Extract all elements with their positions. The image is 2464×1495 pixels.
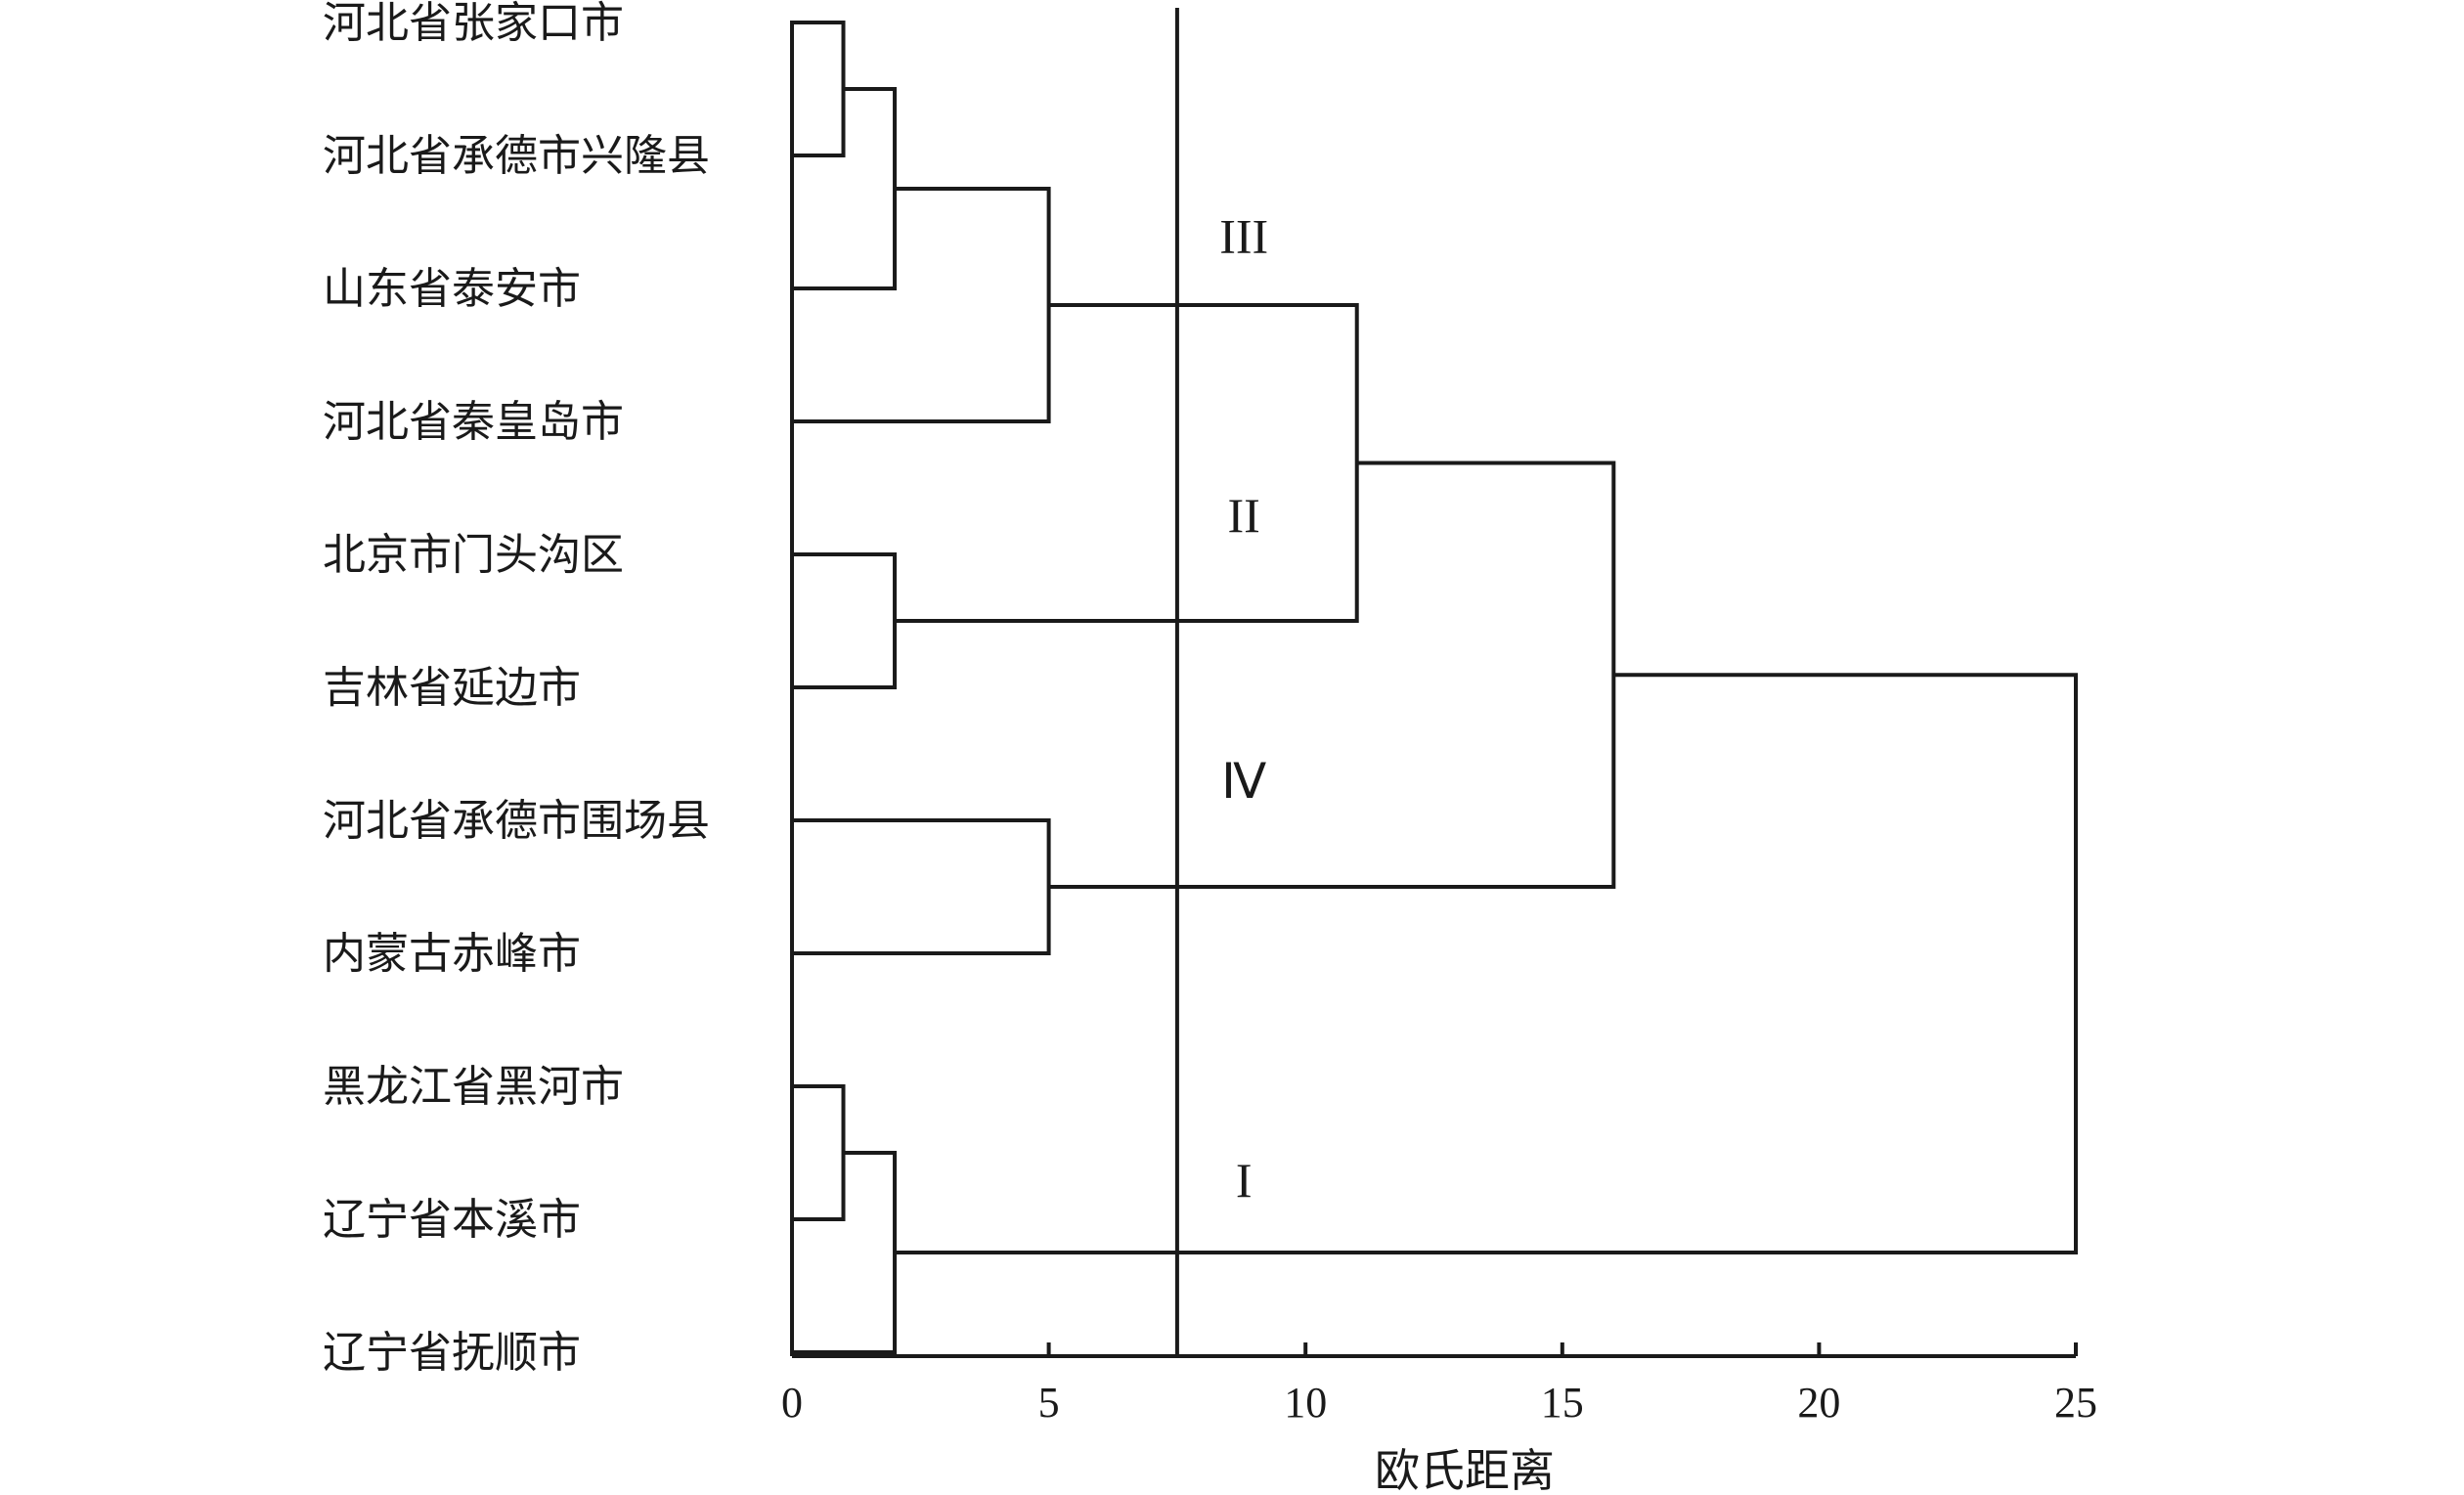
x-tick-label: 20 xyxy=(1797,1379,1840,1427)
x-axis: 0 5 10 15 20 25 xyxy=(781,1342,2097,1427)
x-tick-label: 15 xyxy=(1541,1379,1584,1427)
x-tick-label: 5 xyxy=(1038,1379,1060,1427)
cluster-label: I xyxy=(1236,1153,1253,1208)
merge-link xyxy=(792,187,1051,423)
x-axis-title: 欧氏距离 xyxy=(1375,1444,1555,1495)
merge-link xyxy=(792,552,898,689)
leaf-labels: 河北省张家口市河北省承德市兴隆县山东省泰安市河北省秦皇岛市北京市门头沟区吉林省延… xyxy=(323,0,710,1378)
leaf-label: 河北省张家口市 xyxy=(323,0,624,48)
merge-link xyxy=(792,818,1051,955)
leaf-label: 河北省秦皇岛市 xyxy=(323,397,624,447)
leaf-label: 吉林省延边市 xyxy=(323,663,581,713)
x-tick-label: 25 xyxy=(2054,1379,2097,1427)
leaf-label: 黑龙江省黑河市 xyxy=(323,1062,624,1112)
merge-link xyxy=(792,1084,846,1221)
cluster-label: Ⅳ xyxy=(1221,754,1266,809)
leaf-label: 北京市门头沟区 xyxy=(323,530,624,580)
merge-link xyxy=(792,21,846,157)
merge-link xyxy=(895,673,2078,1254)
x-tick-label: 10 xyxy=(1284,1379,1327,1427)
merge-link xyxy=(895,303,1359,623)
leaf-label: 辽宁省抚顺市 xyxy=(323,1328,581,1378)
leaf-label: 山东省泰安市 xyxy=(323,264,581,314)
cluster-label: III xyxy=(1219,209,1268,264)
merge-link xyxy=(1048,461,1616,889)
leaf-label: 辽宁省本溪市 xyxy=(323,1195,581,1245)
leaf-label: 内蒙古赤峰市 xyxy=(323,929,581,979)
leaf-label: 河北省承德市围场县 xyxy=(323,796,710,846)
leaf-label: 河北省承德市兴隆县 xyxy=(323,131,710,181)
dendrogram-links xyxy=(790,21,2078,1356)
x-tick-label: 0 xyxy=(781,1379,803,1427)
cluster-label: II xyxy=(1228,488,1260,543)
